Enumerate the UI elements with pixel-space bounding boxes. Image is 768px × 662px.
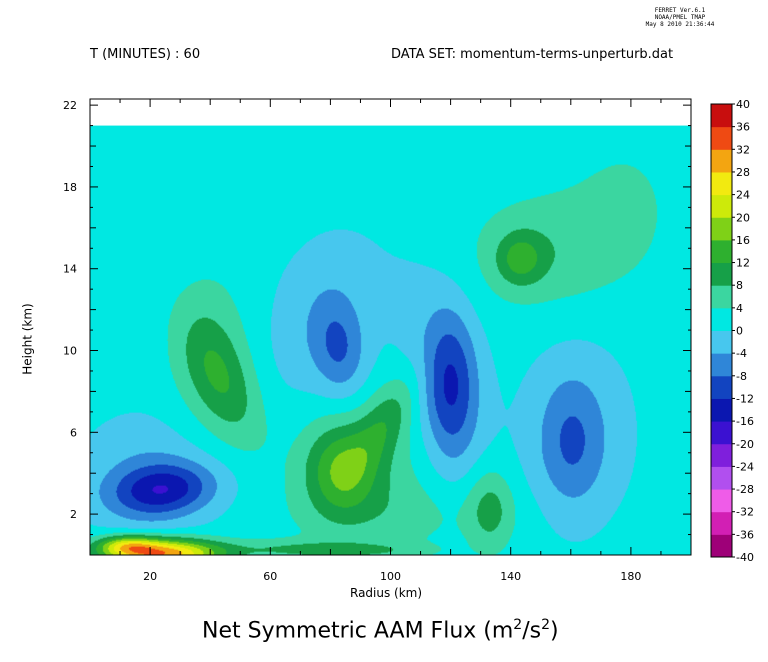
colorbar-label: -28 bbox=[736, 483, 754, 496]
title-text-mid: /s bbox=[522, 618, 542, 644]
colorbar-swatch bbox=[711, 194, 732, 218]
x-tick-label: 20 bbox=[143, 570, 157, 583]
colorbar-swatch bbox=[711, 443, 732, 467]
colorbar-label: 32 bbox=[736, 143, 750, 156]
colorbar-swatch bbox=[711, 534, 732, 558]
colorbar-label: 0 bbox=[736, 325, 743, 338]
title-superscript: 2 bbox=[513, 617, 523, 633]
colorbar-label: -4 bbox=[736, 347, 747, 360]
title-text: Net Symmetric AAM Flux (m bbox=[202, 618, 514, 644]
colorbar-swatch bbox=[711, 217, 732, 241]
y-tick-label: 14 bbox=[63, 263, 77, 276]
title-superscript-2: 2 bbox=[541, 617, 551, 633]
colorbar-label: 4 bbox=[736, 302, 743, 315]
colorbar-swatch bbox=[711, 421, 732, 445]
y-tick-label: 18 bbox=[63, 181, 77, 194]
colorbar-label: -36 bbox=[736, 528, 754, 541]
ferret-org: NOAA/PMEL TMAP bbox=[654, 14, 706, 21]
colorbar-swatch bbox=[711, 171, 732, 196]
title-text-end: ) bbox=[550, 618, 559, 644]
colorbar-label: 12 bbox=[736, 257, 750, 270]
y-axis-label: Height (km) bbox=[20, 303, 35, 375]
contour-field bbox=[90, 125, 691, 555]
x-axis-label: Radius (km) bbox=[350, 586, 423, 600]
colorbar-swatch bbox=[711, 262, 732, 286]
colorbar-swatch bbox=[711, 353, 732, 377]
x-tick-label: 180 bbox=[620, 570, 641, 583]
colorbar-swatch bbox=[711, 149, 732, 173]
dataset-label: DATA SET: momentum-terms-unperturb.dat bbox=[391, 47, 674, 62]
colorbar-swatch bbox=[711, 239, 732, 264]
x-tick-label: 140 bbox=[500, 570, 521, 583]
colorbar-label: -32 bbox=[736, 506, 754, 519]
colorbar-label: 36 bbox=[736, 121, 750, 134]
colorbar-label: 24 bbox=[736, 189, 750, 202]
ferret-version: FERRET Ver.6.1 bbox=[654, 7, 706, 14]
chart-title: Net Symmetric AAM Flux (m2/s2) bbox=[202, 617, 559, 643]
colorbar-label: 28 bbox=[736, 166, 750, 179]
colorbar-swatch bbox=[711, 126, 732, 150]
colorbar-swatch bbox=[711, 375, 732, 399]
y-tick-label: 2 bbox=[70, 508, 77, 521]
colorbar-label: -8 bbox=[736, 370, 747, 383]
colorbar-swatch bbox=[711, 104, 732, 128]
x-tick-label: 60 bbox=[263, 570, 277, 583]
colorbar-swatch bbox=[711, 285, 732, 309]
y-tick-label: 22 bbox=[63, 99, 77, 112]
y-tick-label: 10 bbox=[63, 345, 77, 358]
colorbar-label: -40 bbox=[736, 551, 754, 564]
colorbar-swatch bbox=[711, 489, 732, 513]
colorbar-swatch bbox=[711, 466, 732, 490]
y-tick-label: 6 bbox=[70, 426, 77, 439]
colorbar-label: -20 bbox=[736, 438, 754, 451]
colorbar-label: 8 bbox=[736, 279, 743, 292]
x-tick-label: 100 bbox=[380, 570, 401, 583]
colorbar-swatch bbox=[711, 398, 732, 422]
colorbar-label: 40 bbox=[736, 98, 750, 111]
colorbar-label: -16 bbox=[736, 415, 754, 428]
colorbar-label: -24 bbox=[736, 460, 754, 473]
colorbar-swatch bbox=[711, 511, 732, 535]
colorbar-swatch bbox=[711, 330, 732, 354]
colorbar-swatch bbox=[711, 307, 732, 331]
ferret-stamp: FERRET Ver.6.1 NOAA/PMEL TMAP May 8 2010… bbox=[640, 7, 720, 28]
colorbar-label: -12 bbox=[736, 392, 754, 405]
colorbar-label: 16 bbox=[736, 234, 750, 247]
ferret-timestamp: May 8 2010 21:36:44 bbox=[645, 21, 715, 28]
time-label: T (MINUTES) : 60 bbox=[90, 47, 201, 62]
colorbar-label: 20 bbox=[736, 211, 750, 224]
